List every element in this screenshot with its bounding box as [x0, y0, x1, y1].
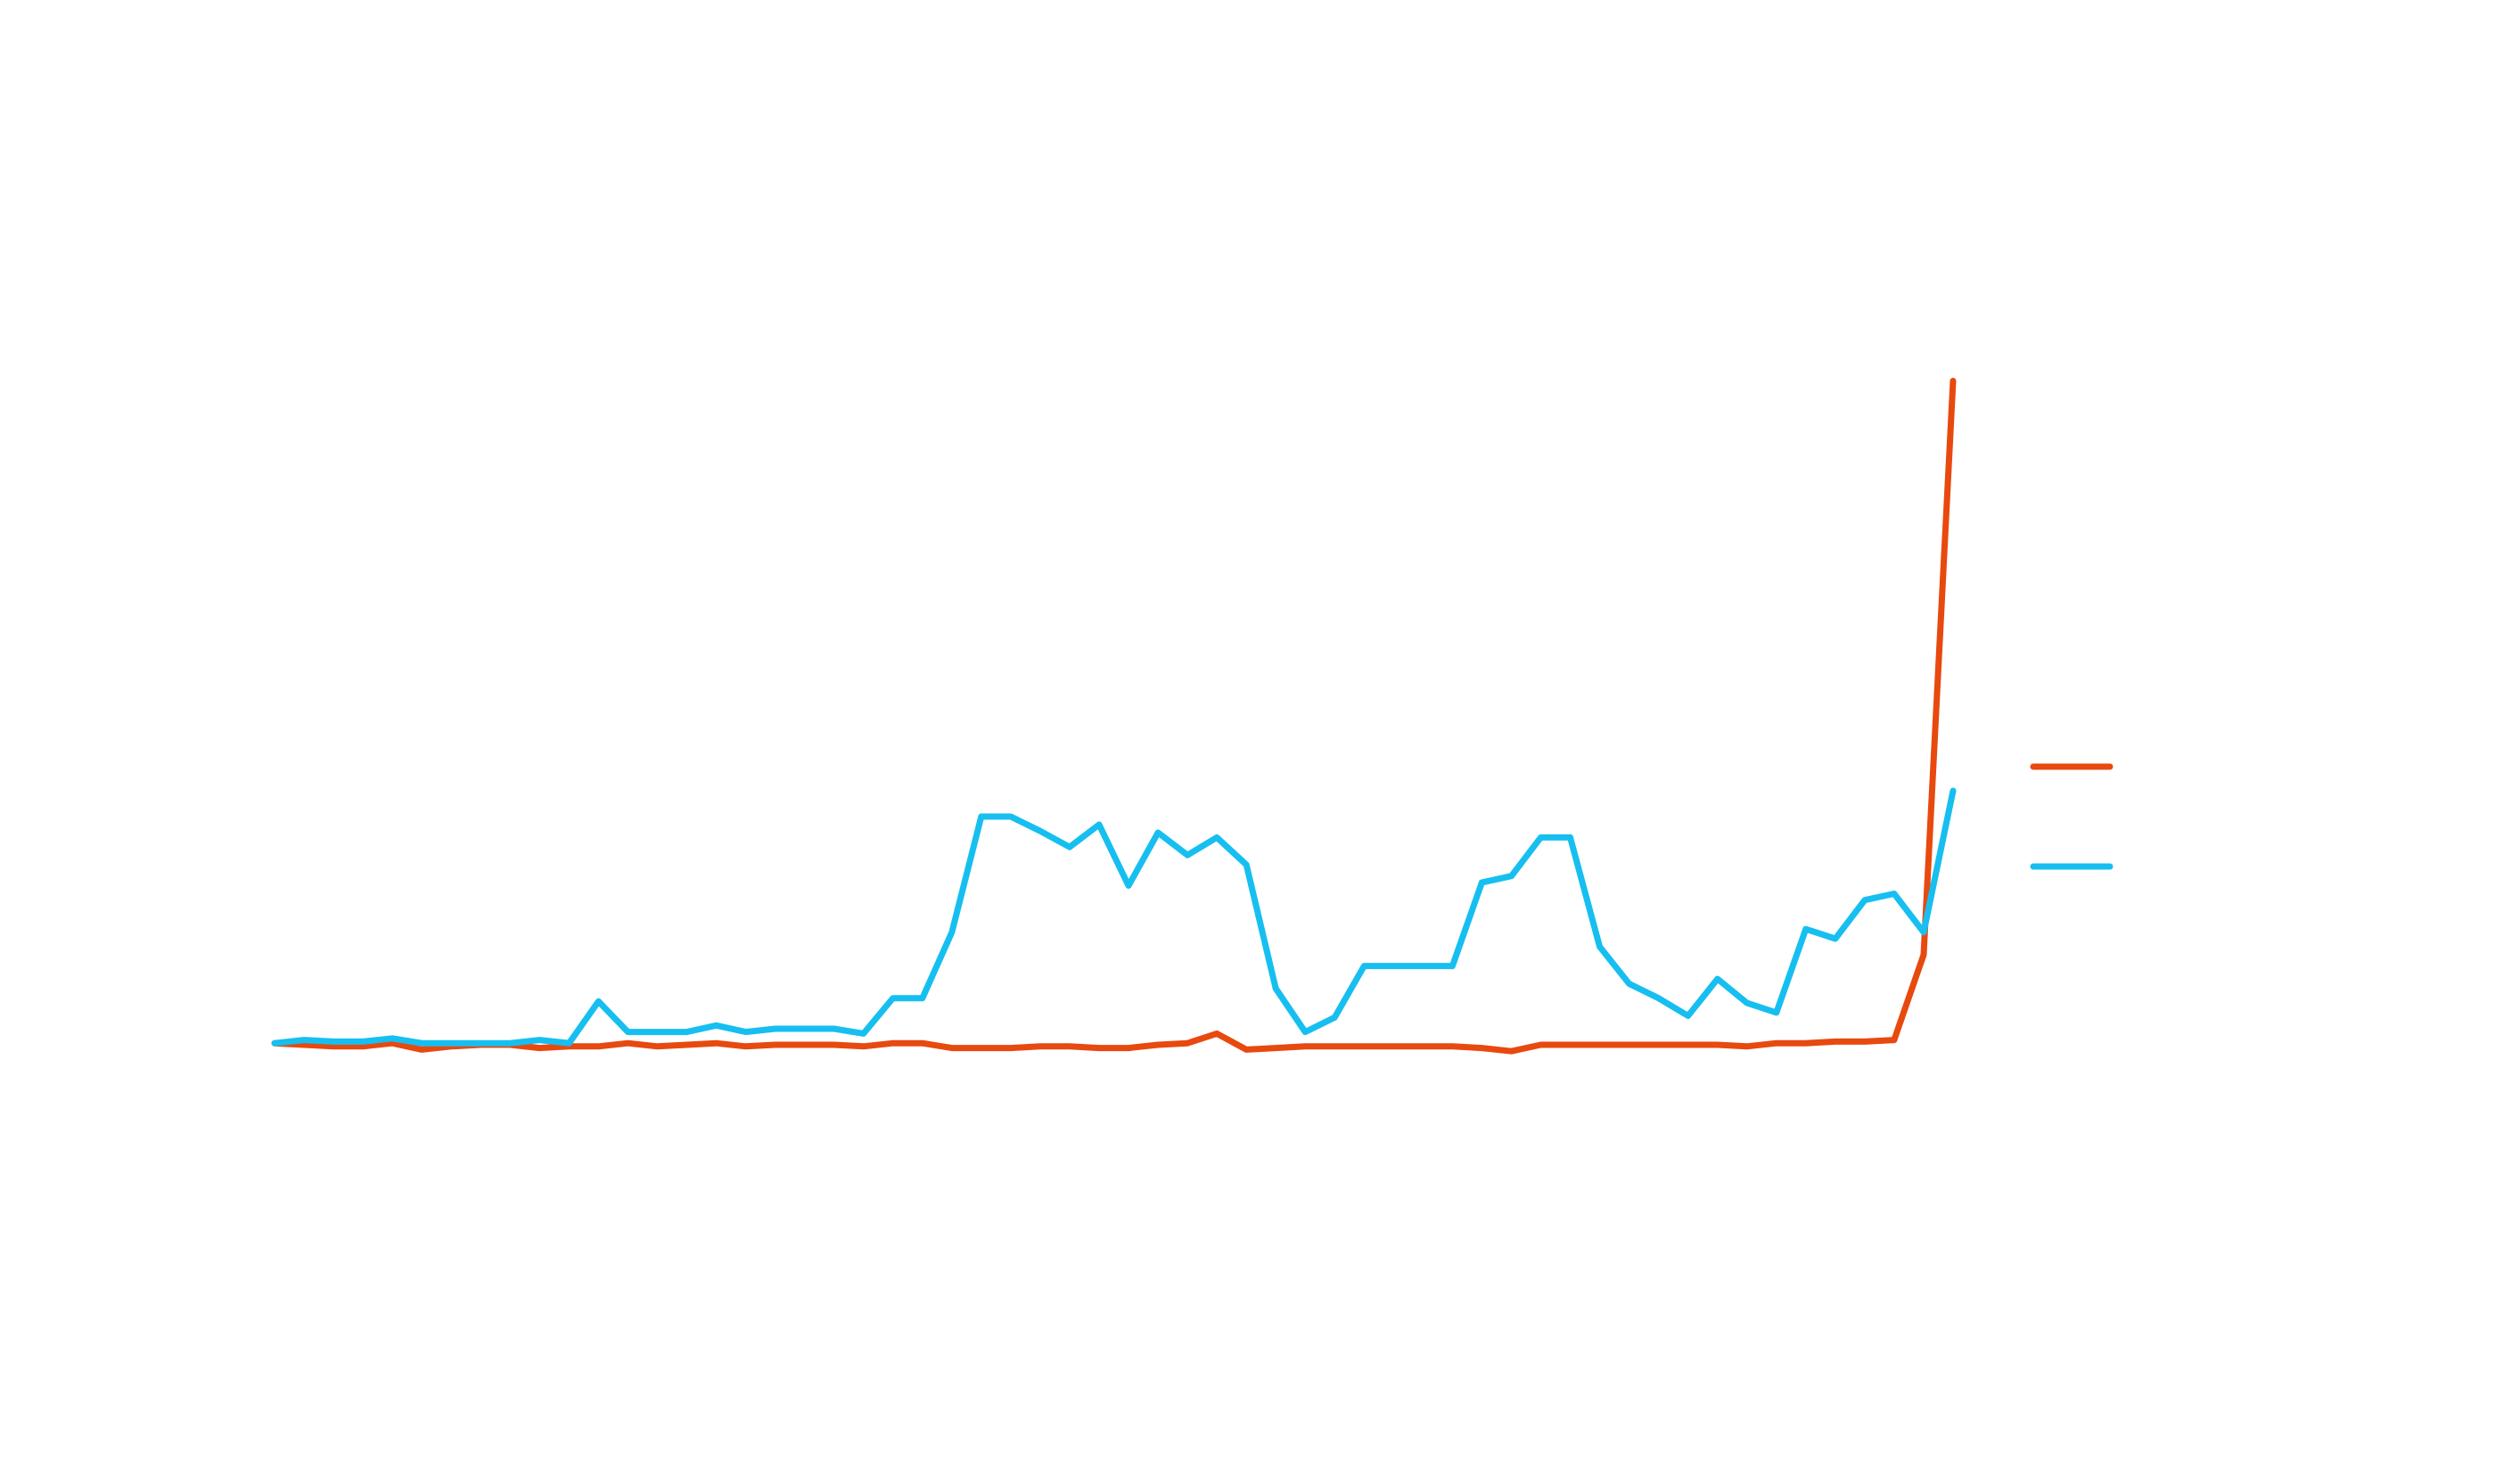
series-line [271, 787, 1957, 1047]
series-line [271, 377, 1957, 1055]
